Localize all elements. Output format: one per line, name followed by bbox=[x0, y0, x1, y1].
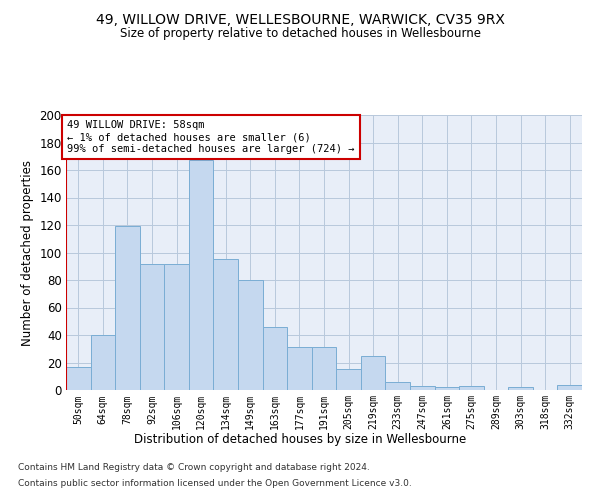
Bar bbox=[189, 160, 214, 390]
Text: 49 WILLOW DRIVE: 58sqm
← 1% of detached houses are smaller (6)
99% of semi-detac: 49 WILLOW DRIVE: 58sqm ← 1% of detached … bbox=[67, 120, 355, 154]
Bar bbox=[557, 384, 582, 390]
Bar bbox=[361, 356, 385, 390]
Bar bbox=[459, 386, 484, 390]
Bar bbox=[164, 264, 189, 390]
Bar bbox=[140, 264, 164, 390]
Bar bbox=[287, 348, 312, 390]
Bar bbox=[238, 280, 263, 390]
Bar bbox=[115, 226, 140, 390]
Bar bbox=[263, 327, 287, 390]
Bar bbox=[336, 370, 361, 390]
Bar bbox=[312, 348, 336, 390]
Text: Contains public sector information licensed under the Open Government Licence v3: Contains public sector information licen… bbox=[18, 478, 412, 488]
Y-axis label: Number of detached properties: Number of detached properties bbox=[21, 160, 34, 346]
Bar bbox=[385, 382, 410, 390]
Bar bbox=[91, 335, 115, 390]
Text: Contains HM Land Registry data © Crown copyright and database right 2024.: Contains HM Land Registry data © Crown c… bbox=[18, 464, 370, 472]
Text: Size of property relative to detached houses in Wellesbourne: Size of property relative to detached ho… bbox=[119, 28, 481, 40]
Bar bbox=[508, 387, 533, 390]
Bar bbox=[410, 386, 434, 390]
Bar bbox=[214, 260, 238, 390]
Bar bbox=[66, 366, 91, 390]
Text: Distribution of detached houses by size in Wellesbourne: Distribution of detached houses by size … bbox=[134, 432, 466, 446]
Text: 49, WILLOW DRIVE, WELLESBOURNE, WARWICK, CV35 9RX: 49, WILLOW DRIVE, WELLESBOURNE, WARWICK,… bbox=[95, 12, 505, 26]
Bar bbox=[434, 387, 459, 390]
